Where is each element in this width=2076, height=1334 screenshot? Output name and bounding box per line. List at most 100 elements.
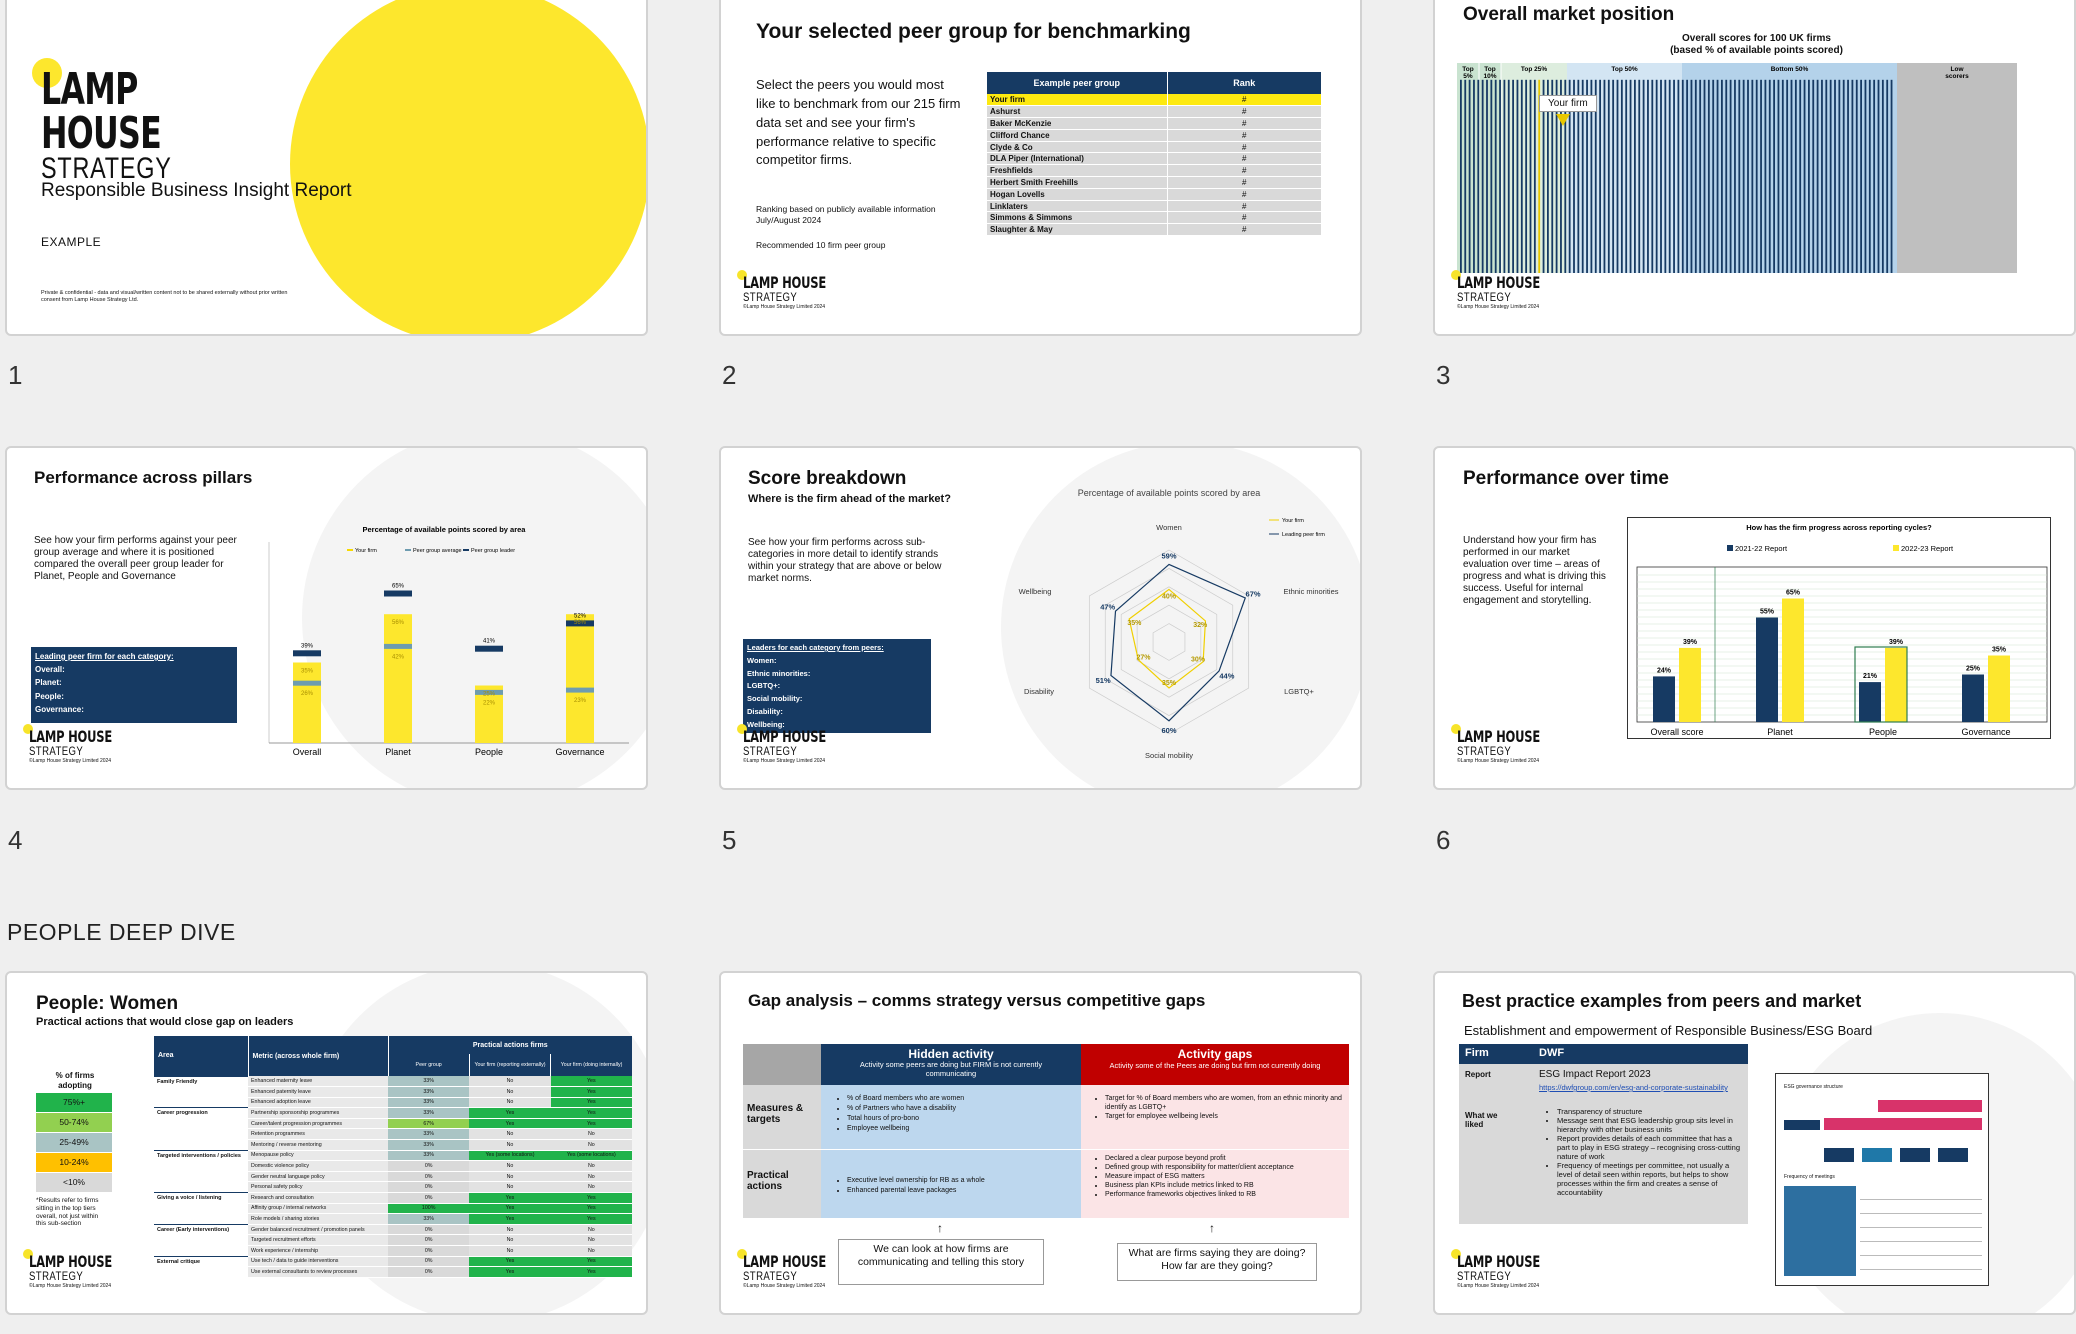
- leading-value: 47%: [1100, 603, 1115, 612]
- category-label: Overall score: [1650, 727, 1703, 737]
- slide-thumbnail-7[interactable]: People: Women Practical actions that wou…: [5, 971, 648, 1315]
- market-bar: [1860, 79, 1862, 273]
- diagram-block: [1824, 1148, 1854, 1162]
- peer-cell: 0%: [388, 1181, 470, 1194]
- leader-marker: [293, 650, 321, 657]
- slide-thumbnail-4[interactable]: Performance across pillars See how your …: [5, 446, 648, 790]
- peer-rank: #: [1242, 130, 1247, 140]
- hidden-title: Hidden activity: [908, 1047, 994, 1061]
- box-item: Wellbeing:: [747, 719, 785, 729]
- market-bar: [1742, 79, 1745, 273]
- market-bar: [1821, 79, 1823, 273]
- legend-chip: 50-74%: [36, 1113, 112, 1132]
- slide-number-6: 6: [1436, 825, 1451, 855]
- metric-cell: Enhanced adoption leave: [248, 1097, 388, 1109]
- area-cell: [154, 1118, 248, 1129]
- slide-thumbnail-3[interactable]: Overall market position Overall scores f…: [1433, 0, 2076, 336]
- area-cell: Career progression: [154, 1107, 248, 1119]
- peer-cell: 0%: [388, 1234, 470, 1246]
- peer-rank: #: [1242, 107, 1247, 117]
- table-row: Targeted recruitment efforts 0% No No: [154, 1234, 632, 1246]
- market-bar: [1808, 79, 1810, 273]
- legend-label: Your firm: [355, 548, 377, 554]
- metric-cell: Targeted recruitment efforts: [248, 1234, 388, 1246]
- market-bar: [1786, 79, 1789, 273]
- slide-thumbnail-9[interactable]: Best practice examples from peers and ma…: [1433, 971, 2076, 1315]
- market-bar: [1881, 79, 1884, 273]
- hidden-measures-list: % of Board members who are women% of Par…: [839, 1094, 1074, 1135]
- peer-row: Your firm #: [987, 94, 1321, 106]
- external-cell: Yes: [469, 1256, 551, 1268]
- category-label: Governance: [1961, 727, 2010, 737]
- slide-thumbnail-6[interactable]: Performance over time Understand how you…: [1433, 446, 2076, 790]
- box-item: LGBTQ+:: [747, 681, 781, 691]
- slide-thumbnail-1[interactable]: LAMP HOUSE STRATEGY Responsible Business…: [5, 0, 648, 336]
- logo: LAMP HOUSE STRATEGY ©Lamp House Strategy L…: [23, 724, 149, 764]
- internal-cell: Yes: [550, 1203, 632, 1215]
- arrow-up-icon: ↑: [937, 1221, 943, 1235]
- diagram-block: [1938, 1148, 1968, 1162]
- internal-cell: Yes: [550, 1213, 632, 1225]
- market-bar: [1764, 79, 1767, 273]
- peer-rank: #: [1242, 95, 1247, 105]
- area-cell: [154, 1213, 248, 1225]
- market-bar: [1660, 79, 1662, 273]
- time-bar-label: 39%: [1889, 639, 1904, 646]
- firm-value: 32%: [1193, 622, 1208, 629]
- market-bar: [1734, 79, 1736, 273]
- table-row: Gender neutral language policy 0% No No: [154, 1171, 632, 1183]
- market-bar: [1851, 79, 1854, 273]
- slide-thumbnail-8[interactable]: Gap analysis – comms strategy versus com…: [719, 971, 1362, 1315]
- list-item: Executive level ownership for RB as a wh…: [847, 1176, 1074, 1186]
- external-cell: Yes: [469, 1203, 551, 1215]
- table-row: Mentoring / reverse mentoring 33% No No: [154, 1139, 632, 1151]
- peer-cell: 33%: [388, 1139, 470, 1151]
- peer-row: DLA Piper (International) #: [987, 152, 1321, 165]
- chart-title: Overall scores for 100 UK firms: [1682, 33, 1831, 44]
- report-link[interactable]: https://dwfgroup.com/en/esg-and-corporat…: [1539, 1083, 1728, 1092]
- avg-marker: [293, 680, 321, 686]
- rank-header: Rank: [1233, 78, 1256, 88]
- peer-row: Clyde & Co #: [987, 141, 1321, 153]
- market-bar: [1855, 79, 1858, 273]
- legend-chip: 10-24%: [36, 1153, 112, 1172]
- radar-chart: Percentage of available points scored by…: [1019, 488, 1339, 760]
- market-bar: [1642, 79, 1645, 273]
- slide-thumbnail-2[interactable]: Your selected peer group for benchmarkin…: [719, 0, 1362, 336]
- firm-value: 35%: [1162, 680, 1177, 687]
- time-bar-label: 21%: [1863, 673, 1878, 680]
- highlight-box: [1854, 646, 1908, 723]
- category-label: Planet: [1767, 727, 1793, 737]
- box-title: Leading peer firm for each category:: [35, 652, 174, 661]
- market-bar: [1499, 79, 1501, 273]
- market-bar: [1694, 79, 1697, 273]
- peer-name: Simmons & Simmons: [987, 211, 1168, 224]
- firm-value: 40%: [1162, 593, 1177, 600]
- gaps-measures-list: Target for % of Board members who are wo…: [1097, 1094, 1342, 1121]
- radar-axis-label: Social mobility: [1145, 751, 1193, 760]
- market-bar: [1573, 79, 1575, 273]
- slide-title: Performance over time: [1463, 468, 1669, 489]
- peer-group-header: Peer group: [388, 1054, 470, 1076]
- peer-cell: 0%: [388, 1256, 470, 1268]
- market-bar: [1599, 79, 1601, 273]
- metric-cell: Work experience / internship: [248, 1245, 388, 1257]
- market-bar: [1568, 79, 1571, 273]
- ranking-note: Ranking based on publicly available info…: [756, 204, 936, 226]
- external-cell: No: [469, 1128, 551, 1141]
- market-bar: [1760, 79, 1762, 273]
- area-cell: [154, 1086, 248, 1098]
- market-bar: [1564, 79, 1567, 273]
- peer-name: DLA Piper (International): [987, 152, 1168, 165]
- practical-actions-header: Practical actions firms: [472, 1041, 548, 1049]
- report-label: Report: [1465, 1070, 1491, 1079]
- external-cell: No: [469, 1076, 551, 1088]
- band-label: Top 10%: [1483, 66, 1496, 80]
- market-bar: [1647, 79, 1649, 273]
- slide-thumbnail-5[interactable]: Score breakdown Where is the firm ahead …: [719, 446, 1362, 790]
- table-row: Affinity group / internal networks 100% Ye…: [154, 1203, 632, 1215]
- slide-body: See how your firm performs against your …: [34, 535, 237, 582]
- metric-cell: Gender neutral language policy: [248, 1171, 388, 1183]
- peer-name: Freshfields: [987, 164, 1168, 177]
- internal-cell: Yes: [550, 1192, 632, 1204]
